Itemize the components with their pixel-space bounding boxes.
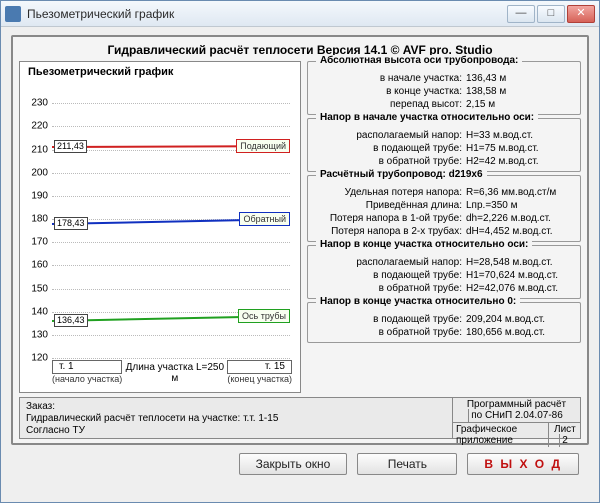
end-point-note: (конец участка) <box>227 374 292 384</box>
y-tick: 140 <box>24 306 48 317</box>
order-snip: Программный расчётпо СНиП 2.04.07-86 <box>453 398 580 422</box>
series-name-tag: Ось трубы <box>238 309 290 323</box>
info-row: Потеря напора в 2-х трубах:dH=4,452 м.во… <box>314 225 574 238</box>
group-legend: Абсолютная высота оси трубопровода: <box>316 55 522 66</box>
info-row: располагаемый напор:H=33 м.вод.ст. <box>314 129 574 142</box>
chart-panel: Пьезометрический график 120 130 140 150 160 1… <box>19 61 301 393</box>
maximize-button[interactable]: □ <box>537 5 565 23</box>
grid-line <box>52 103 290 104</box>
y-tick: 190 <box>24 190 48 201</box>
print-button[interactable]: Печать <box>357 453 457 475</box>
sheet-cell: Лист2 <box>548 423 580 447</box>
series-name-tag: Обратный <box>239 212 290 226</box>
button-row: Закрыть окно Печать В Ы Х О Д <box>11 445 589 475</box>
info-row: в конце участка:138,58 м <box>314 85 574 98</box>
grid-line <box>52 173 290 174</box>
info-group-pipe: Расчётный трубопровод: d219x6Удельная по… <box>307 175 581 242</box>
info-row: в начале участка:136,43 м <box>314 72 574 85</box>
main-frame: Гидравлический расчёт теплосети Версия 1… <box>11 35 589 445</box>
info-group-abs_height: Абсолютная высота оси трубопровода:в нач… <box>307 61 581 115</box>
y-tick: 220 <box>24 121 48 132</box>
info-row: в подающей трубе:H1=70,624 м.вод.ст. <box>314 269 574 282</box>
start-point-box: т. 1 <box>52 360 122 374</box>
info-group-head_start: Напор в начале участка относительно оси:… <box>307 118 581 172</box>
grid-line <box>52 265 290 266</box>
info-row: в подающей трубе:209,204 м.вод.ст. <box>314 313 574 326</box>
info-group-head_end0: Напор в конце участка относительно 0:в п… <box>307 302 581 343</box>
app-icon <box>5 6 21 22</box>
grid-line <box>52 196 290 197</box>
exit-button[interactable]: В Ы Х О Д <box>467 453 579 475</box>
order-line-3: Согласно ТУ <box>26 425 446 437</box>
group-legend: Напор в конце участка относительно 0: <box>316 296 520 307</box>
y-tick: 210 <box>24 144 48 155</box>
titlebar: Пьезометрический график — □ ✕ <box>1 1 599 27</box>
info-row: располагаемый напор:H=28,548 м.вод.ст. <box>314 256 574 269</box>
y-tick: 160 <box>24 260 48 271</box>
series-name-tag: Подающий <box>236 139 290 153</box>
order-box: Заказ: Гидравлический расчёт теплосети н… <box>19 397 581 439</box>
y-tick: 180 <box>24 214 48 225</box>
series-value-tag: 178,43 <box>54 217 88 230</box>
order-appendix-label: Графическое приложение <box>453 423 548 447</box>
length-label: Длина участка L=250 м <box>126 362 224 384</box>
y-tick: 150 <box>24 283 48 294</box>
grid-line <box>52 358 290 359</box>
chart-area: 120130140150160170180190200210220230211,… <box>24 80 294 358</box>
order-line-1: Заказ: <box>26 401 446 413</box>
y-tick: 120 <box>24 353 48 364</box>
chart-title: Пьезометрический график <box>24 66 296 80</box>
y-tick: 170 <box>24 237 48 248</box>
info-row: Приведённая длина:Lпр.=350 м <box>314 199 574 212</box>
info-row: в обратной трубе:180,656 м.вод.ст. <box>314 326 574 339</box>
series-value-tag: 136,43 <box>54 314 88 327</box>
series-value-tag: 211,43 <box>54 140 87 153</box>
minimize-button[interactable]: — <box>507 5 535 23</box>
grid-line <box>52 126 290 127</box>
y-tick: 200 <box>24 167 48 178</box>
info-row: перепад высот:2,15 м <box>314 98 574 111</box>
end-point-box: т. 15 <box>227 360 292 374</box>
info-row: Потеря напора в 1-ой трубе:dh=2,226 м.во… <box>314 212 574 225</box>
group-legend: Напор в начале участка относительно оси: <box>316 112 538 123</box>
info-row: в обратной трубе:H2=42 м.вод.ст. <box>314 155 574 168</box>
group-legend: Расчётный трубопровод: d219x6 <box>316 169 487 180</box>
info-column: Абсолютная высота оси трубопровода:в нач… <box>307 61 581 393</box>
grid-line <box>52 289 290 290</box>
order-line-2: Гидравлический расчёт теплосети на участ… <box>26 413 446 425</box>
info-row: Удельная потеря напора:R=6,36 мм.вод.ст/… <box>314 186 574 199</box>
start-point-note: (начало участка) <box>52 374 122 384</box>
app-window: Пьезометрический график — □ ✕ Гидравличе… <box>0 0 600 503</box>
info-row: в обратной трубе:H2=42,076 м.вод.ст. <box>314 282 574 295</box>
info-group-head_end: Напор в конце участка относительно оси:р… <box>307 245 581 299</box>
grid-line <box>52 242 290 243</box>
group-legend: Напор в конце участка относительно оси: <box>316 239 532 250</box>
y-tick: 230 <box>24 98 48 109</box>
close-window-button[interactable]: Закрыть окно <box>239 453 348 475</box>
info-row: в подающей трубе:H1=75 м.вод.ст. <box>314 142 574 155</box>
window-title: Пьезометрический график <box>27 7 505 21</box>
y-tick: 130 <box>24 329 48 340</box>
grid-line <box>52 335 290 336</box>
close-button[interactable]: ✕ <box>567 5 595 23</box>
